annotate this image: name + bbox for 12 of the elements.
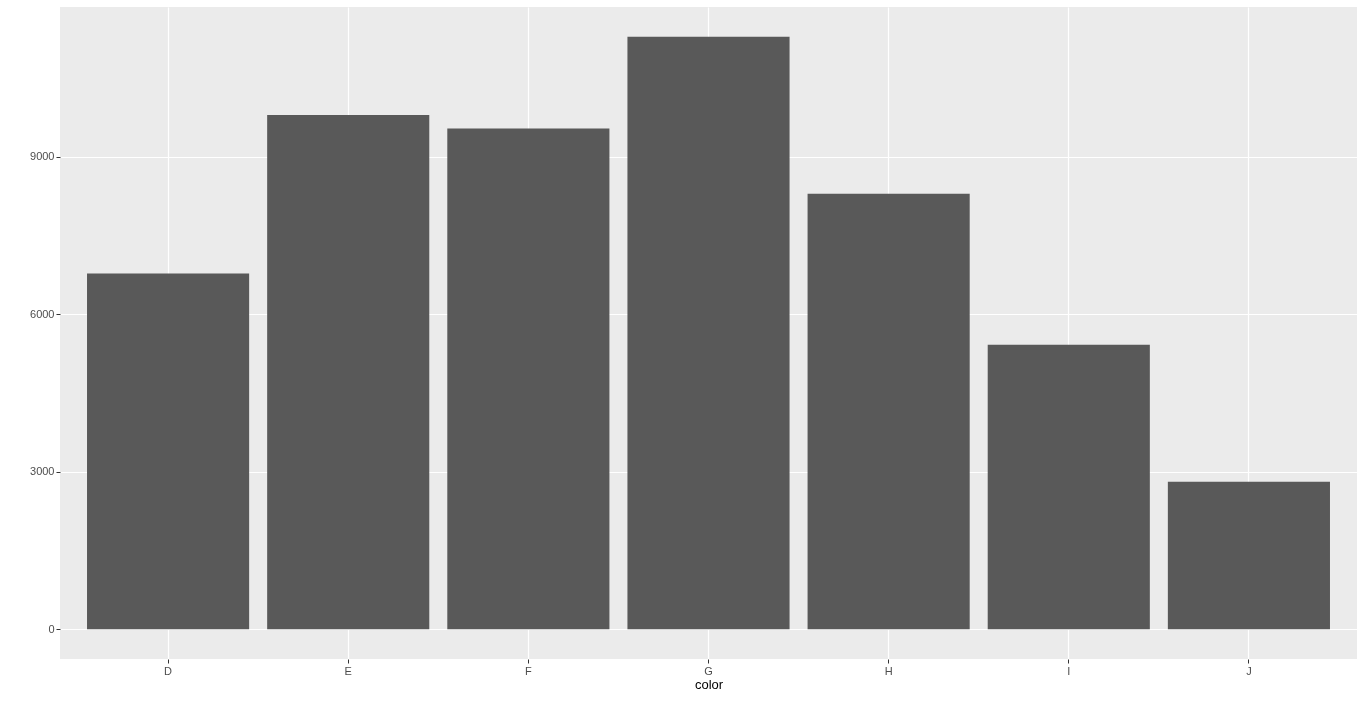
y-tick-label: 3000 [30, 465, 55, 478]
y-tick-label: 6000 [30, 307, 55, 320]
x-tick-label: D [164, 664, 173, 677]
x-tick-label: F [524, 664, 532, 677]
y-tick-label: 0 [48, 622, 55, 635]
x-tick-label: I [1067, 664, 1071, 677]
x-tick-label: E [344, 664, 352, 677]
x-tick-label: J [1246, 664, 1252, 677]
x-tick-label: H [884, 664, 893, 677]
y-tick-label: 9000 [30, 150, 55, 163]
x-axis-title: color [694, 676, 724, 692]
x-tick-label: G [704, 664, 713, 677]
